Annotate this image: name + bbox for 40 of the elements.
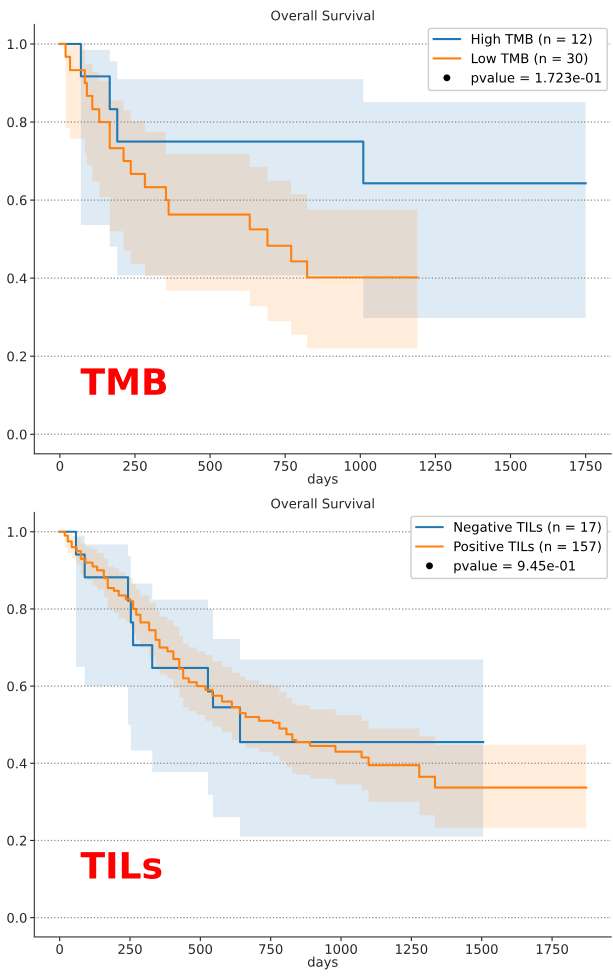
x-axis-title: days	[308, 956, 338, 970]
annotation: TMB	[80, 368, 166, 395]
chart-title: Overall Survival	[271, 10, 374, 20]
y-tick-label: 1.0	[8, 39, 27, 50]
x-tick-label: 1750	[570, 460, 602, 471]
annotation: TILs	[80, 852, 162, 879]
y-tick-label: 0.4	[7, 758, 27, 768]
x-axis-title: days	[308, 474, 338, 486]
annotation: pvalue = 1.723e-01	[472, 72, 601, 86]
legend-label: Positive TILs (n = 157)	[454, 541, 601, 553]
y-tick-label: 0.2	[7, 836, 26, 846]
y-tick-label: 0.6	[7, 681, 27, 692]
x-tick-label: 1000	[344, 460, 376, 471]
x-tick-label: 250	[118, 944, 142, 954]
x-tick-label: 1500	[466, 944, 498, 954]
annotation: pvalue = 9.45e-01	[454, 560, 575, 574]
y-tick-label: 0.6	[7, 195, 27, 206]
y-tick-label: 0.4	[7, 273, 27, 284]
y-tick-label: 0.8	[7, 604, 26, 614]
x-tick-label: 1250	[420, 460, 452, 471]
x-tick-label: 500	[188, 944, 212, 954]
legend-label: Negative TILs (n = 17)	[454, 522, 601, 534]
x-tick-label: 750	[259, 944, 282, 954]
x-tick-label: 1500	[495, 460, 526, 471]
x-tick-label: 1750	[536, 944, 568, 954]
y-tick-label: 0.0	[7, 912, 27, 923]
y-tick-label: 0.2	[7, 351, 26, 362]
y-tick-label: 1.0	[8, 526, 27, 537]
x-tick-label: 250	[123, 460, 147, 471]
x-tick-label: 1250	[396, 944, 428, 954]
x-tick-label: 1000	[326, 944, 357, 954]
chart-title: Overall Survival	[271, 498, 374, 508]
x-tick-label: 0	[56, 944, 63, 954]
y-tick-label: 0.8	[7, 117, 26, 128]
x-tick-label: 0	[56, 460, 64, 471]
legend-label: Low TMB (n = 30)	[472, 53, 588, 65]
y-tick-label: 0.0	[7, 429, 27, 440]
legend-label: High TMB (n = 12)	[472, 34, 592, 46]
x-tick-label: 500	[198, 460, 222, 471]
x-tick-label: 750	[274, 460, 297, 471]
